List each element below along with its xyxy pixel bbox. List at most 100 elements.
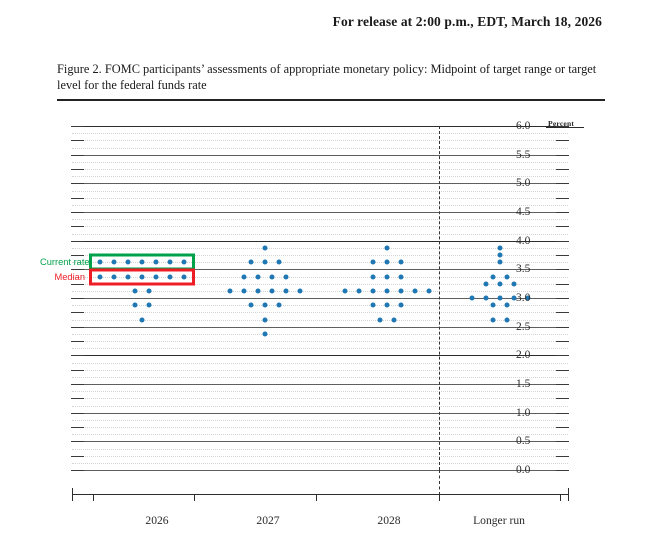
projection-dot xyxy=(255,274,261,279)
y-tick xyxy=(71,212,84,213)
projection-dot xyxy=(269,288,275,294)
y-tick xyxy=(556,283,569,285)
gridline xyxy=(72,147,568,149)
projection-dot xyxy=(497,295,503,301)
projection-dot xyxy=(497,252,503,258)
y-tick xyxy=(71,226,84,228)
y-tick xyxy=(556,326,569,328)
projection-dot xyxy=(370,288,376,294)
x-axis-end-tick xyxy=(72,488,73,501)
projection-dot xyxy=(297,288,303,294)
median-annotation-label: Median xyxy=(54,271,86,282)
gridline xyxy=(72,290,568,292)
gridline xyxy=(72,434,568,436)
y-tick xyxy=(556,154,569,156)
projection-dot xyxy=(384,259,390,265)
projection-dot xyxy=(511,295,517,301)
y-axis-tick-label: 3.0 xyxy=(516,292,531,304)
gridline xyxy=(72,455,568,457)
projection-dot xyxy=(490,302,496,308)
gridline xyxy=(72,161,568,163)
percent-underline xyxy=(546,127,584,128)
y-tick xyxy=(71,183,84,185)
y-tick xyxy=(556,441,569,443)
gridline xyxy=(72,276,568,278)
projection-dot xyxy=(490,317,496,322)
y-tick xyxy=(556,455,569,457)
y-axis-tick-label: 1.5 xyxy=(516,378,531,390)
gridline xyxy=(72,441,568,443)
projection-dot xyxy=(167,259,173,265)
projection-dot xyxy=(269,274,275,279)
x-axis-tick xyxy=(439,494,440,501)
y-tick xyxy=(71,470,84,471)
gridline xyxy=(72,219,568,221)
gridline xyxy=(72,197,568,199)
y-tick xyxy=(556,169,569,170)
gridline xyxy=(72,190,568,192)
y-axis-tick-label: 6.0 xyxy=(516,120,531,132)
projection-dot xyxy=(111,259,117,265)
y-tick xyxy=(71,384,84,385)
gridline xyxy=(72,226,568,228)
projection-dot xyxy=(398,259,404,265)
projection-dot xyxy=(181,259,187,265)
gridline xyxy=(72,391,568,393)
gridline xyxy=(72,140,568,142)
y-tick xyxy=(71,355,84,357)
projection-dot xyxy=(497,281,503,287)
y-tick xyxy=(556,269,569,271)
gridline xyxy=(72,233,568,235)
x-axis-end-tick xyxy=(568,488,569,501)
x-axis-tick xyxy=(93,494,94,501)
gridline xyxy=(72,412,568,414)
x-axis-tick xyxy=(560,494,561,501)
y-tick xyxy=(71,126,84,127)
gridline xyxy=(72,419,568,421)
projection-dot xyxy=(370,259,376,265)
y-tick xyxy=(71,398,84,400)
projection-dot xyxy=(377,317,383,322)
gridline xyxy=(72,255,568,256)
y-tick xyxy=(71,312,84,314)
y-tick xyxy=(556,240,569,242)
y-tick xyxy=(556,183,569,185)
projection-dot xyxy=(384,245,390,251)
y-tick xyxy=(71,283,84,285)
gridline xyxy=(72,312,568,314)
gridline xyxy=(72,154,568,156)
gridline xyxy=(72,470,568,471)
y-tick xyxy=(71,269,84,271)
y-tick xyxy=(71,441,84,443)
projection-dot xyxy=(262,331,268,337)
y-axis-tick-label: 0.0 xyxy=(516,464,531,476)
gridline xyxy=(72,376,568,378)
projection-dot xyxy=(227,288,233,294)
gridline xyxy=(72,262,568,264)
caption-divider xyxy=(57,99,605,101)
projection-dot xyxy=(497,245,503,251)
y-tick xyxy=(71,197,84,199)
x-axis-category-label: 2027 xyxy=(256,514,280,527)
projection-dot xyxy=(370,274,376,279)
y-tick xyxy=(556,427,569,428)
projection-dot xyxy=(125,274,131,279)
longer-run-separator-tail xyxy=(439,470,440,495)
y-axis-tick-label: 0.5 xyxy=(516,435,531,448)
y-axis-tick-label: 4.0 xyxy=(516,234,531,247)
gridline xyxy=(72,319,568,321)
y-axis-tick-label: 4.5 xyxy=(516,206,531,218)
gridline xyxy=(72,448,568,450)
projection-dot xyxy=(469,295,475,301)
x-axis-category-label: 2026 xyxy=(145,514,169,527)
y-tick xyxy=(71,240,84,242)
y-tick xyxy=(71,169,84,170)
projection-dot xyxy=(283,274,289,279)
y-tick xyxy=(556,298,569,299)
y-tick xyxy=(556,398,569,400)
x-axis-category-label: Longer run xyxy=(473,514,525,527)
gridline xyxy=(72,341,568,342)
y-tick xyxy=(556,384,569,385)
y-tick xyxy=(71,341,84,342)
projection-dot xyxy=(139,259,145,265)
